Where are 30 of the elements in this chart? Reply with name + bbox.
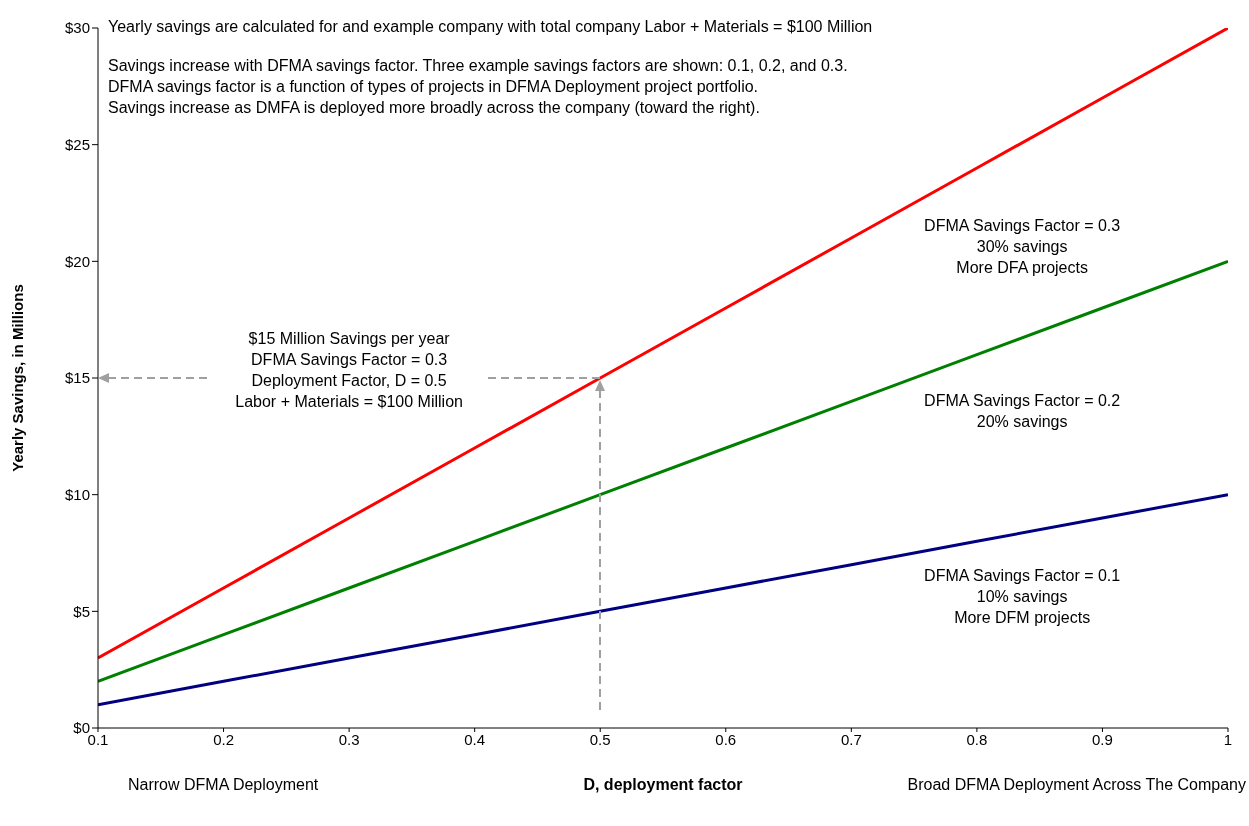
y-tick-label: $15 — [64, 369, 90, 387]
x-tick-label: 0.5 — [589, 730, 611, 748]
x-tick-label: 0.2 — [213, 730, 234, 748]
annotation: Savings increase as DMFA is deployed more broadly across the company (toward the right). — [108, 98, 761, 118]
annotation: $15 Million Savings per year DFMA Savings Factor = 0.3 Deployment Factor, D = 0.5 Labor + Materials = $100 Million — [234, 329, 464, 412]
y-tick-label: $25 — [64, 135, 90, 153]
annotation: Yearly savings are calculated for and example company with total company Labor + Materials = $100 Million — [108, 17, 873, 37]
y-tick-label: $30 — [64, 19, 90, 37]
annotation: DFMA Savings Factor = 0.1 10% savings More DFM projects — [924, 566, 1121, 628]
y-tick-label: $5 — [73, 602, 90, 620]
line-series — [98, 259, 1228, 683]
x-tick-label: 0.9 — [1092, 730, 1113, 748]
x-axis-title: D, deployment factor — [582, 776, 744, 794]
text: Broad DFMA Deployment Across The Company — [907, 776, 1246, 794]
y-axis-title: Yearly Savings, in Millions — [9, 284, 27, 472]
annotation: Savings increase with DFMA savings factor. Three example savings factors are shown: 0.1, 0.2, and 0.3. — [108, 56, 849, 76]
x-tick-label: 0.8 — [966, 730, 988, 748]
annotation: DFMA Savings Factor = 0.3 30% savings More DFA projects — [924, 216, 1121, 278]
y-tick-label: $0 — [73, 719, 90, 737]
x-tick-label: 0.6 — [715, 730, 737, 748]
annotation: DFMA savings factor is a function of types of projects in DFMA Deployment project portfolio. — [108, 77, 760, 97]
x-tick-label: 0.7 — [840, 730, 862, 748]
text: Narrow DFMA Deployment — [128, 776, 319, 794]
x-tick-label: 0.4 — [464, 730, 486, 748]
annotation: DFMA Savings Factor = 0.2 20% savings — [924, 391, 1121, 432]
x-tick-label: 0.3 — [338, 730, 360, 748]
y-tick-label: $10 — [64, 485, 90, 503]
x-tick-label: 1 — [1223, 730, 1233, 748]
y-tick-label: $20 — [64, 252, 90, 270]
line-series — [98, 493, 1228, 707]
